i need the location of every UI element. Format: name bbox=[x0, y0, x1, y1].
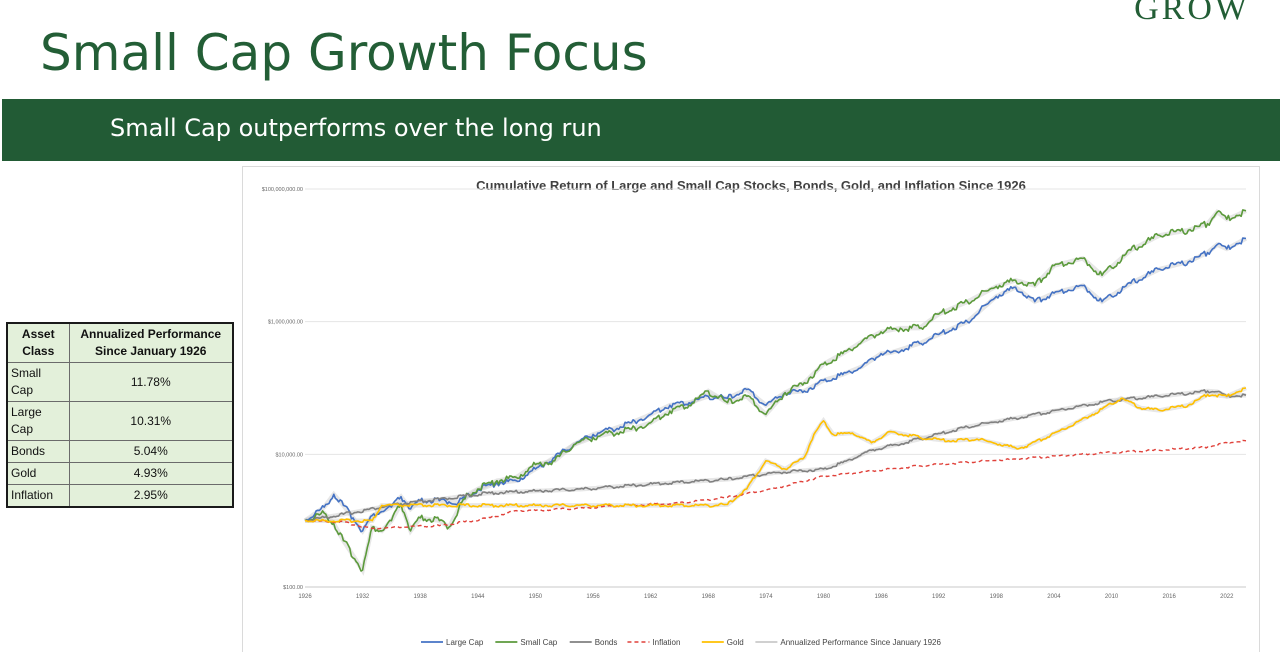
x-tick-label: 1938 bbox=[414, 594, 428, 600]
y-tick-label: $1,000,000.00 bbox=[268, 320, 303, 326]
series-line-inflation bbox=[304, 439, 1247, 530]
banner-text: Small Cap outperforms over the long run bbox=[110, 114, 602, 142]
chart-container: Cumulative Return of Large and Small Cap… bbox=[242, 166, 1260, 652]
x-tick-label: 1980 bbox=[817, 594, 831, 600]
table-row: Small Cap 11.78% bbox=[6, 362, 234, 402]
x-tick-label: 2022 bbox=[1220, 594, 1234, 600]
x-tick-label: 1992 bbox=[932, 594, 946, 600]
legend-label: Gold bbox=[727, 638, 744, 647]
performance-cell: 11.78% bbox=[68, 362, 234, 402]
x-tick-label: 1962 bbox=[644, 594, 658, 600]
performance-cell: 10.31% bbox=[68, 401, 234, 441]
table-header-annualized-performance: Annualized Performance Since January 192… bbox=[68, 322, 234, 363]
table-row: Bonds 5.04% bbox=[6, 440, 234, 463]
series-line-small-cap bbox=[304, 209, 1247, 572]
series-line-large-cap bbox=[304, 237, 1247, 533]
y-tick-label: $100,000,000.00 bbox=[262, 187, 303, 193]
table-header-asset-class: Asset Class bbox=[6, 322, 70, 363]
series-line-bonds bbox=[304, 389, 1247, 522]
cumulative-return-chart: Cumulative Return of Large and Small Cap… bbox=[262, 178, 1248, 647]
brand-logo: GROW bbox=[1134, 0, 1250, 27]
table-row: Gold 4.93% bbox=[6, 462, 234, 485]
performance-cell: 5.04% bbox=[68, 440, 234, 463]
legend-label: Inflation bbox=[652, 638, 680, 647]
series-line-gold bbox=[304, 387, 1247, 523]
asset-class-cell: Inflation bbox=[6, 484, 70, 508]
x-tick-label: 1944 bbox=[471, 594, 485, 600]
table-header-row: Asset Class Annualized Performance Since… bbox=[6, 322, 234, 363]
page-title: Small Cap Growth Focus bbox=[40, 24, 648, 82]
legend-label: Large Cap bbox=[446, 638, 484, 647]
x-tick-label: 1956 bbox=[586, 594, 600, 600]
x-tick-label: 2004 bbox=[1047, 594, 1061, 600]
asset-class-cell: Bonds bbox=[6, 440, 70, 463]
chart-title: Cumulative Return of Large and Small Cap… bbox=[476, 178, 1026, 193]
table-row: Large Cap 10.31% bbox=[6, 401, 234, 441]
x-tick-label: 1986 bbox=[874, 594, 888, 600]
performance-cell: 4.93% bbox=[68, 462, 234, 485]
x-tick-label: 2016 bbox=[1163, 594, 1177, 600]
legend-label: Bonds bbox=[595, 638, 618, 647]
asset-class-cell: Small Cap bbox=[6, 362, 70, 402]
x-tick-label: 1968 bbox=[702, 594, 716, 600]
x-tick-label: 1950 bbox=[529, 594, 543, 600]
y-tick-label: $10,000.00 bbox=[275, 452, 303, 458]
legend-label: Small Cap bbox=[520, 638, 557, 647]
annualized-band-line bbox=[303, 236, 1248, 535]
table-row: Inflation 2.95% bbox=[6, 484, 234, 508]
subtitle-banner: Small Cap outperforms over the long run bbox=[2, 99, 1280, 161]
x-tick-label: 1932 bbox=[356, 594, 370, 600]
y-tick-label: $100.00 bbox=[283, 585, 303, 591]
x-tick-label: 1926 bbox=[298, 594, 312, 600]
annualized-band-line bbox=[304, 208, 1247, 576]
asset-class-cell: Large Cap bbox=[6, 401, 70, 441]
legend-label: Annualized Performance Since January 192… bbox=[780, 638, 941, 647]
x-tick-label: 2010 bbox=[1105, 594, 1119, 600]
x-tick-label: 1974 bbox=[759, 594, 773, 600]
asset-class-cell: Gold bbox=[6, 462, 70, 485]
performance-table: Asset Class Annualized Performance Since… bbox=[6, 322, 234, 508]
x-tick-label: 1998 bbox=[990, 594, 1004, 600]
performance-cell: 2.95% bbox=[68, 484, 234, 508]
